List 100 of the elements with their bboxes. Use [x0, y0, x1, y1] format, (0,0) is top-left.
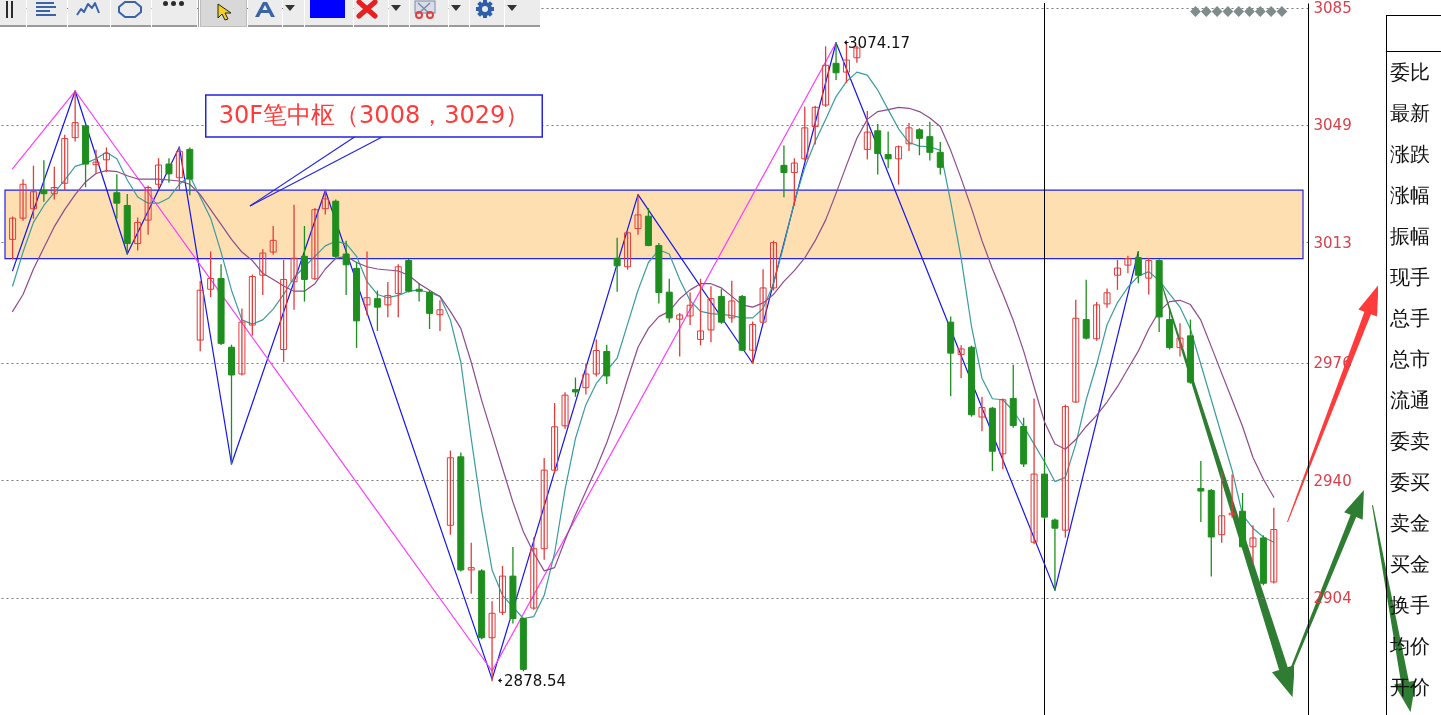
candlestick [759, 269, 767, 324]
candlestick [259, 249, 267, 296]
candlestick [1270, 507, 1278, 584]
candlestick [415, 283, 423, 302]
text: 委比 [1390, 60, 1430, 84]
candlestick [697, 278, 705, 346]
candlestick [363, 251, 371, 316]
candlestick [40, 160, 48, 202]
text: 买金 [1390, 552, 1430, 576]
candlestick [1249, 525, 1257, 565]
candlestick [780, 145, 788, 198]
candlestick [155, 158, 163, 189]
candlestick [624, 231, 632, 270]
candlestick [957, 345, 965, 378]
candlestick [499, 566, 506, 615]
candlestick [811, 105, 819, 145]
text: 总手 [1390, 306, 1430, 330]
candlestick [915, 128, 923, 156]
candlestick [592, 339, 600, 377]
text: 振幅 [1390, 224, 1430, 248]
candlestick [530, 537, 538, 610]
band-label: 30F笔中枢（3008，3029） [218, 101, 530, 129]
candlestick [92, 149, 100, 174]
text: 最新 [1390, 101, 1430, 125]
candlestick [134, 217, 142, 251]
candlestick [19, 179, 27, 221]
candlestick [551, 403, 559, 474]
candlestick [728, 280, 736, 323]
candlestick [749, 321, 757, 364]
y-tick-label: 3085 [1313, 0, 1352, 18]
candlestick [436, 300, 444, 331]
candlestick [863, 110, 871, 160]
candlestick [1113, 259, 1121, 290]
candlestick [1103, 288, 1111, 308]
annotation: 2878.54 [504, 671, 567, 690]
candlestick [50, 166, 58, 200]
candlestick [61, 134, 69, 191]
candlestick [207, 251, 215, 298]
candlestick [488, 601, 496, 682]
candlestick [311, 208, 319, 281]
candlestick [238, 308, 246, 376]
candlestick [1218, 472, 1226, 543]
candlestick [196, 281, 204, 352]
candlestick [1093, 301, 1101, 341]
line-series [12, 42, 837, 672]
candlestick [467, 542, 475, 594]
candlestick [290, 204, 298, 310]
candlestick [9, 216, 17, 260]
candlestick [540, 458, 548, 560]
candlestick [613, 237, 621, 292]
candlestick [394, 264, 402, 318]
candlestick [1061, 404, 1069, 538]
candlestick [342, 240, 350, 296]
candlestick [144, 185, 152, 235]
candlestick [801, 106, 809, 161]
candlestick [842, 43, 850, 83]
candlestick [999, 398, 1007, 470]
text: 总市 [1390, 347, 1430, 371]
candlestick [1030, 398, 1038, 545]
candlestick [676, 313, 684, 357]
candlestick [561, 392, 569, 429]
candlestick [874, 123, 882, 175]
candlestick [248, 274, 256, 336]
text: 涨幅 [1390, 183, 1430, 207]
candlestick [384, 282, 392, 318]
candlestick [71, 90, 79, 142]
candlestick [446, 450, 454, 535]
candlestick [686, 292, 694, 326]
candlestick [29, 165, 37, 219]
candlestick [102, 147, 110, 173]
line-series [12, 71, 1275, 620]
text: 委卖 [1390, 429, 1430, 453]
candlestick [936, 141, 944, 175]
annotation: 3074.17 [848, 33, 911, 52]
candlestick [884, 131, 892, 169]
candlestick [895, 145, 903, 185]
candlestick [1197, 461, 1205, 522]
candlestick [1124, 255, 1132, 274]
y-tick-label: 3049 [1313, 116, 1352, 135]
text: 流通 [1390, 388, 1430, 412]
candlestick [905, 122, 913, 152]
candlestick [926, 121, 934, 161]
candlestick [373, 290, 381, 331]
candlestick [300, 225, 308, 302]
candlestick [1145, 257, 1153, 295]
candlestick [1051, 518, 1059, 591]
candlestick [770, 240, 777, 291]
candlestick [634, 194, 642, 235]
candlestick [1228, 474, 1236, 518]
candlestick [1072, 299, 1080, 403]
candlestick [321, 189, 329, 215]
candlestick [165, 158, 173, 183]
candlestick [280, 259, 288, 362]
candlestick [790, 158, 798, 207]
y-tick-label: 3013 [1313, 233, 1352, 252]
text: 委买 [1390, 470, 1430, 494]
y-tick-label: 2940 [1313, 471, 1352, 490]
candlestick [426, 290, 434, 330]
candlestick [832, 42, 840, 80]
candlestick [175, 146, 183, 191]
